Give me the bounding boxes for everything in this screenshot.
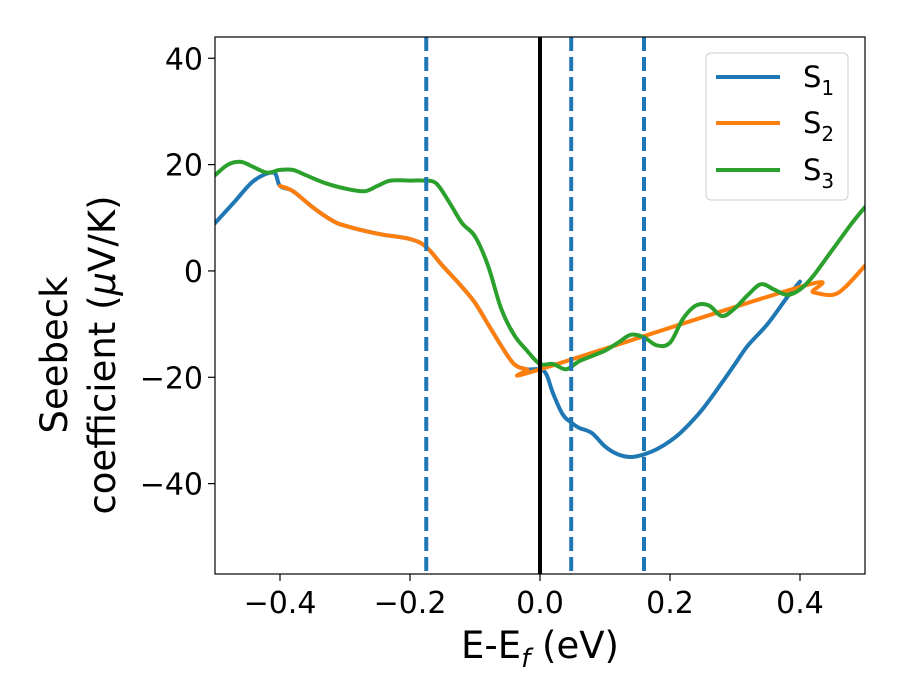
legend-box [705, 52, 849, 201]
x-tick-label: −0.4 [244, 586, 317, 621]
legend-label-s2: S2 [803, 106, 834, 146]
series-line-s3 [215, 159, 865, 372]
y-tick-label: −20 [140, 361, 203, 396]
y-axis: 40 20 0 −20 −40 [140, 42, 215, 503]
plot-area [215, 37, 865, 574]
y-tick-label: 20 [165, 149, 203, 184]
y-axis-title-line2: coefficient (μV/K) [81, 195, 124, 514]
legend: S1 S2 S3 [705, 52, 849, 201]
y-tick-label: 0 [184, 255, 203, 290]
legend-label-s3: S3 [803, 153, 834, 193]
x-tick-label: 0.0 [516, 586, 564, 621]
y-tick-label: −40 [140, 468, 203, 503]
x-axis-title: E-Ef (eV) [461, 624, 619, 674]
x-tick-label: 0.2 [646, 586, 694, 621]
y-axis-title-line1: Seebeck [33, 276, 76, 434]
x-tick-label: −0.2 [374, 586, 447, 621]
y-axis-title: Seebeck coefficient (μV/K) [33, 195, 124, 514]
legend-label-s1: S1 [803, 60, 834, 100]
y-tick-label: 40 [165, 42, 203, 77]
x-axis: −0.4 −0.2 0.0 0.2 0.4 [244, 574, 824, 621]
series-line-s2 [278, 183, 865, 378]
x-tick-label: 0.4 [776, 586, 824, 621]
